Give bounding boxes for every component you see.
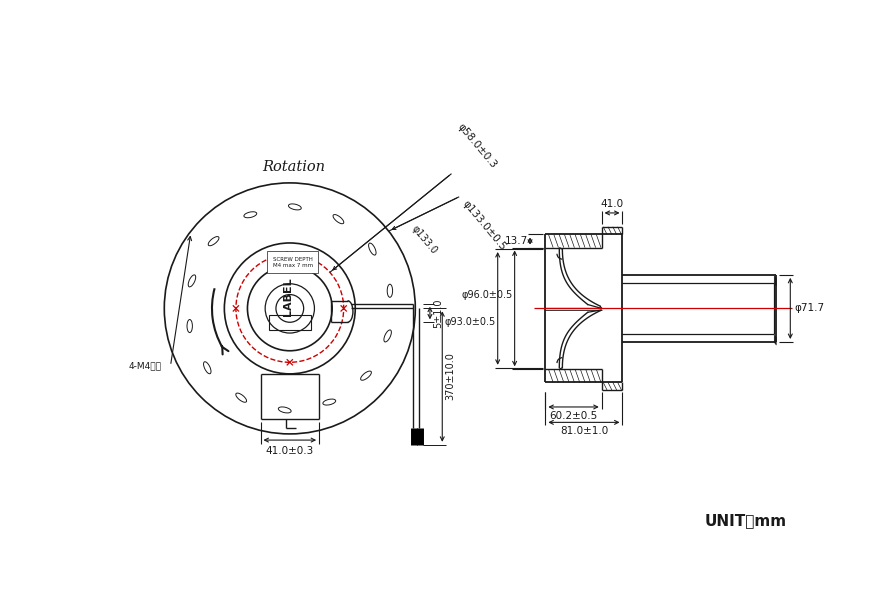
Text: φ133.0: φ133.0 bbox=[409, 224, 439, 256]
Text: SCREW DEPTH
M4 max 7 mm: SCREW DEPTH M4 max 7 mm bbox=[272, 257, 313, 268]
Text: φ96.0±0.5: φ96.0±0.5 bbox=[461, 289, 513, 300]
Text: φ71.7: φ71.7 bbox=[794, 303, 824, 313]
Text: 5±1.0: 5±1.0 bbox=[433, 299, 443, 328]
Text: φ93.0±0.5: φ93.0±0.5 bbox=[444, 318, 495, 327]
Text: LABEL: LABEL bbox=[283, 278, 293, 316]
Text: UNIT：mm: UNIT：mm bbox=[704, 512, 787, 528]
Text: φ133.0±0.5: φ133.0±0.5 bbox=[461, 198, 508, 252]
Text: 41.0: 41.0 bbox=[600, 199, 624, 209]
Text: 41.0±0.3: 41.0±0.3 bbox=[266, 446, 314, 456]
Text: 4-M4均布: 4-M4均布 bbox=[128, 362, 161, 371]
Text: 370±10.0: 370±10.0 bbox=[445, 352, 455, 400]
Bar bbox=[269, 314, 311, 330]
Text: 60.2±0.5: 60.2±0.5 bbox=[549, 411, 598, 421]
Text: 81.0±1.0: 81.0±1.0 bbox=[560, 426, 608, 436]
Text: Rotation: Rotation bbox=[263, 159, 325, 173]
Text: 13.7: 13.7 bbox=[504, 236, 528, 246]
Text: φ58.0±0.3: φ58.0±0.3 bbox=[455, 121, 498, 170]
